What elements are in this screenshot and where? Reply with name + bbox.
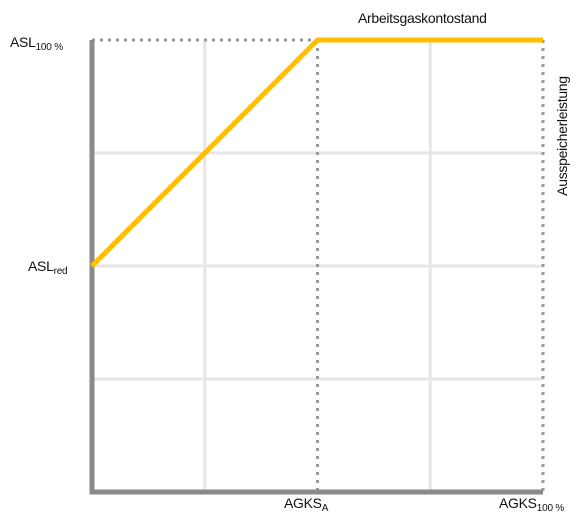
reference-lines	[92, 38, 545, 492]
right-axis-label: Ausspeicherleistung	[554, 76, 570, 196]
y-tick-label-asl-red: ASLred	[28, 258, 68, 277]
series-point	[317, 39, 318, 41]
x-tick-label-agks-a: AGKSA	[284, 495, 329, 514]
y-tick-label-asl-100: ASL100 %	[10, 34, 63, 53]
series-point	[542, 39, 544, 41]
x-tick-label-agks-100: AGKS100 %	[499, 495, 565, 514]
series-point	[91, 265, 93, 267]
series-label: Arbeitsgaskontostand	[358, 10, 487, 26]
series-layer	[90, 37, 544, 268]
axes	[89, 40, 543, 495]
